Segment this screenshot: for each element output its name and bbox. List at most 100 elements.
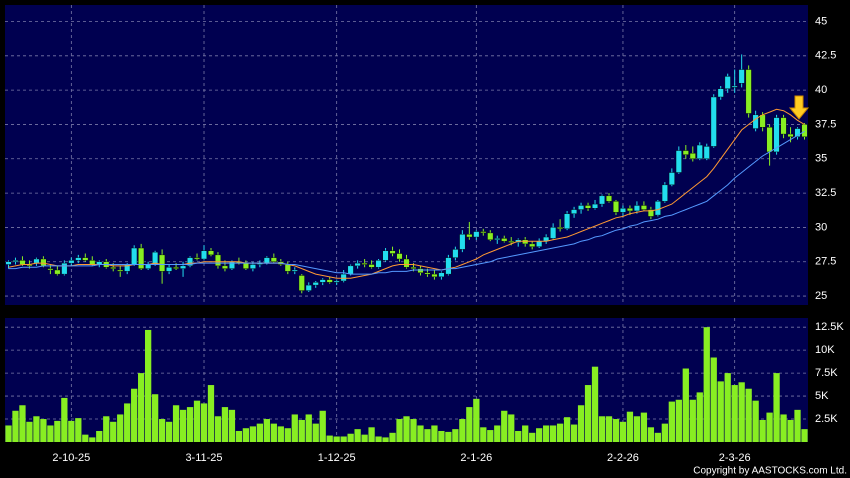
volume-bar bbox=[138, 373, 145, 442]
volume-bar bbox=[466, 407, 473, 442]
volume-bar bbox=[731, 385, 738, 442]
volume-bar bbox=[438, 430, 445, 442]
candle-body bbox=[529, 243, 536, 247]
volume-bar bbox=[396, 419, 403, 442]
candle-body bbox=[606, 195, 612, 202]
volume-bar bbox=[668, 401, 675, 442]
candle-body bbox=[340, 273, 347, 282]
candle-body bbox=[564, 213, 571, 229]
y-tick-label: 7.5K bbox=[815, 367, 838, 379]
y-tick-label: 5K bbox=[815, 390, 829, 402]
candle-body bbox=[61, 262, 68, 275]
volume-bar bbox=[675, 399, 682, 442]
volume-bar bbox=[200, 403, 208, 442]
volume-bar bbox=[759, 419, 766, 442]
candle-body bbox=[466, 234, 473, 238]
candle-body bbox=[696, 144, 703, 159]
candle-body bbox=[766, 126, 773, 153]
candle-body bbox=[557, 227, 564, 229]
candle-body bbox=[626, 208, 633, 212]
volume-bar bbox=[570, 424, 578, 442]
volume-bar bbox=[801, 429, 808, 442]
volume-bar bbox=[40, 419, 47, 442]
volume-bar bbox=[256, 423, 264, 442]
volume-bar bbox=[766, 412, 773, 442]
y-tick-label: 42.5 bbox=[815, 50, 836, 62]
volume-bar bbox=[368, 427, 375, 442]
volume-bar bbox=[319, 410, 326, 442]
volume-bar bbox=[33, 416, 40, 442]
candle-body bbox=[138, 247, 145, 269]
candle-body bbox=[452, 249, 459, 258]
volume-bar bbox=[640, 412, 648, 442]
volume-bar bbox=[12, 410, 19, 442]
candle-body bbox=[410, 267, 417, 269]
volume-bar bbox=[598, 416, 606, 442]
copyright: Copyright by AASTOCKS.com Ltd. bbox=[693, 466, 847, 477]
volume-bar bbox=[536, 428, 543, 442]
candle-body bbox=[110, 267, 117, 269]
candle-body bbox=[417, 268, 424, 273]
candle-body bbox=[145, 264, 152, 269]
volume-bar bbox=[389, 432, 396, 442]
volume-bar bbox=[103, 416, 110, 442]
volume-bar bbox=[117, 414, 124, 442]
candle-body bbox=[724, 76, 731, 89]
volume-bar bbox=[263, 419, 270, 442]
candle-body bbox=[578, 205, 585, 210]
candle-body bbox=[312, 282, 319, 286]
candle-body bbox=[82, 257, 89, 261]
candle-body bbox=[661, 184, 668, 202]
candle-body bbox=[89, 260, 96, 265]
volume-bar bbox=[221, 407, 229, 442]
candle-body bbox=[214, 254, 221, 267]
candle-body bbox=[431, 273, 438, 278]
volume-bar bbox=[410, 419, 417, 442]
volume-bar bbox=[724, 373, 731, 442]
volume-bar bbox=[780, 414, 787, 442]
candle-body bbox=[571, 209, 578, 214]
volume-bar bbox=[214, 416, 222, 442]
candle-body bbox=[494, 238, 501, 240]
y-tick-label: 37.5 bbox=[815, 118, 836, 130]
candle-body bbox=[780, 117, 787, 135]
volume-bar bbox=[556, 423, 564, 442]
candle-body bbox=[773, 117, 780, 153]
volume-bar bbox=[515, 430, 522, 442]
x-tick-label: 2-3-26 bbox=[719, 452, 751, 464]
candle-body bbox=[159, 254, 166, 272]
candle-body bbox=[738, 69, 745, 84]
volume-bar bbox=[480, 427, 487, 442]
volume-bar bbox=[305, 414, 312, 442]
volume-bar bbox=[151, 394, 159, 442]
volume-bar bbox=[277, 426, 284, 442]
volume-bar bbox=[529, 432, 536, 442]
candle-body bbox=[375, 260, 382, 268]
volume-bar bbox=[431, 425, 438, 442]
y-tick-label: 40 bbox=[815, 84, 827, 96]
volume-bar bbox=[340, 436, 347, 442]
candle-body bbox=[717, 88, 724, 98]
volume-bar bbox=[654, 432, 662, 442]
arrow-marker bbox=[788, 95, 810, 120]
volume-bar bbox=[19, 405, 26, 442]
volume-bar bbox=[110, 421, 117, 442]
volume-bar bbox=[284, 428, 291, 442]
volume-bar bbox=[131, 388, 138, 442]
volume-bar bbox=[508, 414, 515, 442]
candle-body bbox=[19, 260, 26, 265]
candle-body bbox=[675, 150, 682, 173]
volume-bar bbox=[549, 425, 557, 442]
candle-body bbox=[508, 240, 515, 243]
candle-body bbox=[207, 250, 214, 256]
candle-body bbox=[298, 275, 305, 291]
volume-bar bbox=[696, 392, 703, 442]
volume-bar bbox=[612, 419, 620, 442]
y-tick-label: 35 bbox=[815, 153, 827, 165]
volume-bar bbox=[61, 397, 68, 442]
candle-body bbox=[752, 114, 759, 129]
volume-bar bbox=[682, 368, 689, 442]
candle-body bbox=[347, 265, 354, 275]
candle-body bbox=[801, 124, 808, 138]
